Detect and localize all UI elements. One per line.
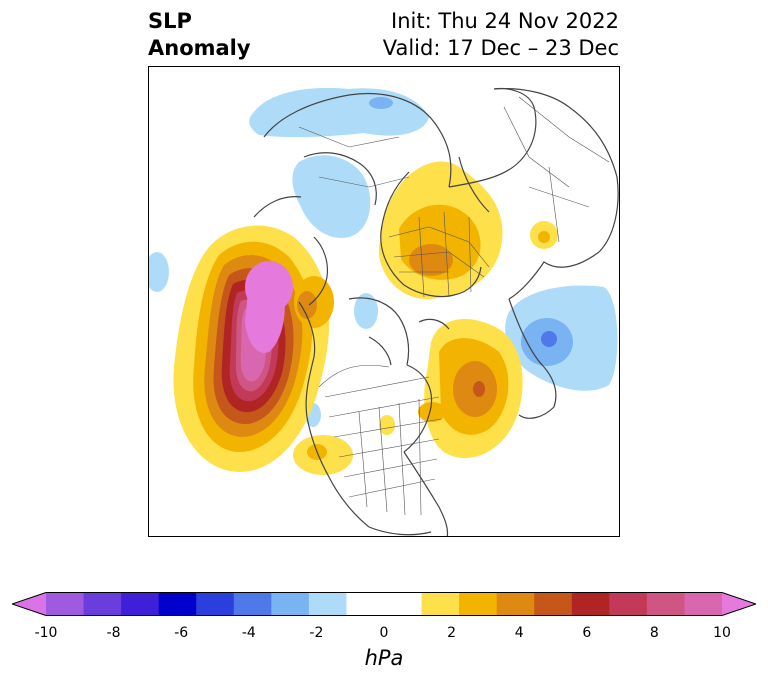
borders <box>298 96 610 516</box>
colorbar <box>12 592 756 616</box>
colorbar-segment <box>46 592 85 616</box>
anomaly-map <box>149 87 619 536</box>
title-line-slp: SLP <box>148 9 192 33</box>
positive-anomaly-atlantic <box>379 319 523 459</box>
colorbar-tick-labels: -10 -8 -6 -4 -2 0 2 4 6 8 10 <box>0 625 768 645</box>
colorbar-tick-label: 8 <box>649 625 659 641</box>
colorbar-extend-max <box>722 592 756 616</box>
colorbar-segment <box>83 592 122 616</box>
title-left: SLP Anomaly <box>148 8 251 62</box>
colorbar-tick-label: -4 <box>241 625 256 641</box>
colorbar-segment <box>196 592 235 616</box>
colorbar-segment <box>271 592 310 616</box>
colorbar-tick-label: 10 <box>713 625 731 641</box>
colorbar-segment <box>684 592 723 616</box>
colorbar-segment <box>233 592 272 616</box>
valid-range: Valid: 17 Dec – 23 Dec <box>382 36 619 60</box>
colorbar-segment <box>571 592 610 616</box>
positive-anomaly-alaska-coast <box>294 276 334 328</box>
colorbar-segment <box>384 592 423 616</box>
colorbar-tick-label: 2 <box>447 625 457 641</box>
colorbar-tick-label: -6 <box>174 625 189 641</box>
negative-anomaly-kamchatka <box>505 285 618 391</box>
title-line-anomaly: Anomaly <box>148 36 251 60</box>
init-date: Init: Thu 24 Nov 2022 <box>391 9 619 33</box>
colorbar-tick-label: 0 <box>379 625 389 641</box>
negative-anomaly-siberia <box>249 87 429 138</box>
colorbar-segment <box>609 592 648 616</box>
coastlines <box>253 87 619 536</box>
colorbar-tick-label: 6 <box>582 625 592 641</box>
colorbar-segment <box>534 592 573 616</box>
colorbar-segment <box>646 592 685 616</box>
colorbar-segment <box>158 592 197 616</box>
negative-anomaly-central-asia <box>292 155 371 238</box>
colorbar-segment <box>308 592 347 616</box>
colorbar-segment <box>421 592 460 616</box>
colorbar-segment <box>121 592 160 616</box>
positive-anomaly-scandinavia <box>378 161 558 299</box>
title-right: Init: Thu 24 Nov 2022 Valid: 17 Dec – 23… <box>383 8 619 62</box>
colorbar-unit-label: hPa <box>364 646 404 670</box>
colorbar-extend-min <box>12 592 46 616</box>
colorbar-tick-label: -10 <box>34 625 58 641</box>
map-frame <box>148 66 620 537</box>
colorbar-tick-label: 4 <box>514 625 524 641</box>
colorbar-segment <box>496 592 535 616</box>
colorbar-tick-label: -2 <box>309 625 324 641</box>
colorbar-segment <box>346 592 385 616</box>
colorbar-tick-label: -8 <box>106 625 121 641</box>
positive-anomaly-north-america <box>293 435 353 475</box>
colorbar-segment <box>459 592 498 616</box>
positive-anomaly-gulf-of-alaska <box>173 225 330 472</box>
